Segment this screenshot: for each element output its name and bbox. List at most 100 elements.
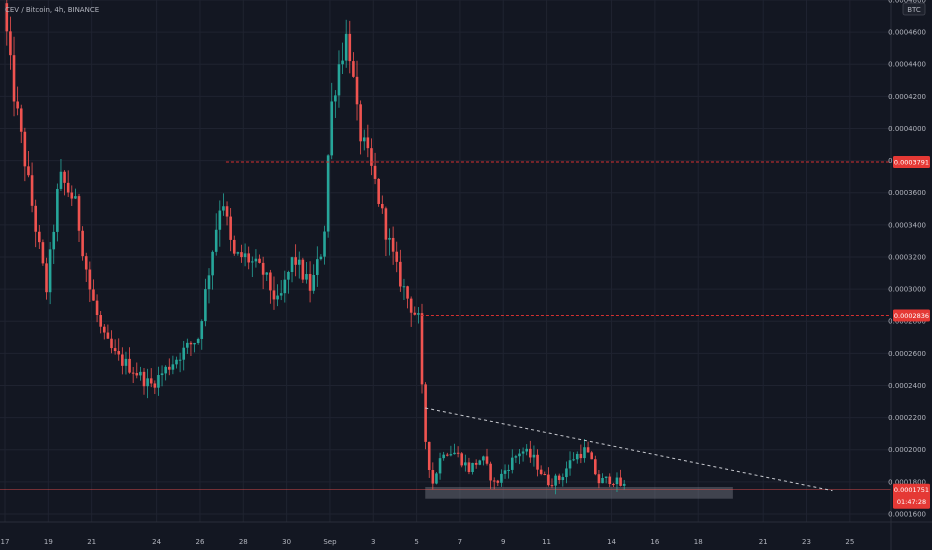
candle-body xyxy=(200,321,204,339)
currency-badge[interactable]: BTC xyxy=(902,2,926,16)
candle-body xyxy=(214,229,218,252)
candle-body xyxy=(503,470,507,474)
candle-body xyxy=(326,155,330,232)
candle-body xyxy=(507,469,510,471)
level-price-tag xyxy=(893,156,930,169)
candle-body xyxy=(269,272,272,291)
currency-badge-label: BTC xyxy=(907,6,921,14)
candle-body xyxy=(175,359,178,365)
candle-body xyxy=(370,148,373,166)
candle-body xyxy=(124,358,128,366)
candle-body xyxy=(572,459,575,461)
price-tick-label: 0.0003000 xyxy=(888,286,926,294)
time-tick-label: 30 xyxy=(282,538,291,546)
candle-body xyxy=(395,251,399,262)
time-tick-label: 5 xyxy=(414,538,418,546)
candle-body xyxy=(240,252,243,258)
candle-body xyxy=(77,196,81,231)
price-tick-label: 0.0002400 xyxy=(888,382,926,390)
candle-body xyxy=(352,61,355,77)
candle-body xyxy=(113,348,117,352)
candles xyxy=(5,0,626,495)
candle-body xyxy=(312,274,315,291)
candle-body xyxy=(153,383,157,388)
candle-body xyxy=(218,210,222,230)
time-tick-label: 17 xyxy=(1,538,10,546)
candle-body xyxy=(619,477,622,486)
candle-body xyxy=(330,101,334,156)
candle-body xyxy=(222,206,225,211)
candle-body xyxy=(196,338,200,343)
candle-body xyxy=(359,104,362,142)
price-axis[interactable]: 0.0004800 0.0004600 0.0004400 0.0004200 0.00… xyxy=(888,0,926,518)
candle-body xyxy=(575,453,579,460)
candle-body xyxy=(334,95,337,102)
candle-body xyxy=(16,101,19,109)
candle-body xyxy=(612,484,615,486)
candle-body xyxy=(157,375,160,388)
candle-body xyxy=(287,271,290,280)
price-tick-label: 0.0003600 xyxy=(888,189,926,197)
candle-body xyxy=(121,354,124,366)
candle-body xyxy=(135,373,139,376)
price-tick-label: 0.0002800 xyxy=(888,318,926,326)
candle-body xyxy=(316,259,319,275)
candle-body xyxy=(427,441,431,471)
candle-body xyxy=(84,256,88,270)
candle-body xyxy=(445,454,449,456)
candle-body xyxy=(207,275,211,290)
candle-body xyxy=(586,447,590,453)
time-tick-label: 14 xyxy=(607,538,616,546)
time-tick-label: Sep xyxy=(323,538,337,546)
candle-body xyxy=(413,312,417,315)
candle-body xyxy=(45,263,48,293)
candle-body xyxy=(521,451,525,454)
candle-body xyxy=(471,462,474,473)
candle-body xyxy=(63,171,66,183)
time-axis[interactable]: 17 19 21 24 26 28 30 Sep 3 5 7 9 11 14 16 18 21 23 25 xyxy=(1,538,855,546)
candle-body xyxy=(301,259,305,280)
candle-body xyxy=(409,298,413,313)
candle-body xyxy=(204,289,207,322)
candle-body xyxy=(417,313,420,315)
candle-body xyxy=(525,448,529,452)
candle-body xyxy=(536,454,539,470)
candle-body xyxy=(131,372,135,374)
candle-body xyxy=(380,203,384,209)
candle-body xyxy=(5,3,9,32)
price-tick-label: 0.0001600 xyxy=(888,510,926,518)
candle-body xyxy=(146,378,149,387)
candle-body xyxy=(561,477,565,481)
candle-body xyxy=(485,456,489,464)
candle-body xyxy=(171,364,175,370)
candle-body xyxy=(128,358,131,373)
candle-countdown-label: 01:47:28 xyxy=(897,498,926,506)
candle-body xyxy=(34,205,37,232)
candle-body xyxy=(467,462,471,473)
candle-body xyxy=(435,473,438,484)
candle-body xyxy=(539,469,543,475)
candle-body xyxy=(251,261,254,263)
time-tick-label: 19 xyxy=(44,538,53,546)
candle-body xyxy=(254,258,258,262)
candle-body xyxy=(615,477,619,485)
time-tick-label: 3 xyxy=(371,538,375,546)
candle-body xyxy=(59,171,63,189)
candle-body xyxy=(601,477,604,484)
candle-body xyxy=(95,300,99,316)
time-tick-label: 24 xyxy=(152,538,161,546)
support-zone-box xyxy=(425,486,733,499)
candle-body xyxy=(529,448,532,458)
chart-title: CEV / Bitcoin, 4h, BINANCE xyxy=(5,6,99,14)
candle-body xyxy=(583,447,586,459)
horizontal-levels[interactable] xyxy=(0,161,891,491)
candle-body xyxy=(81,230,84,257)
candle-body xyxy=(290,257,294,272)
candle-body xyxy=(608,476,612,485)
candle-body xyxy=(283,279,287,294)
candle-body xyxy=(489,463,492,481)
candle-body xyxy=(225,206,229,217)
candle-body xyxy=(189,342,193,345)
price-tick-label: 0.0001800 xyxy=(888,478,926,486)
